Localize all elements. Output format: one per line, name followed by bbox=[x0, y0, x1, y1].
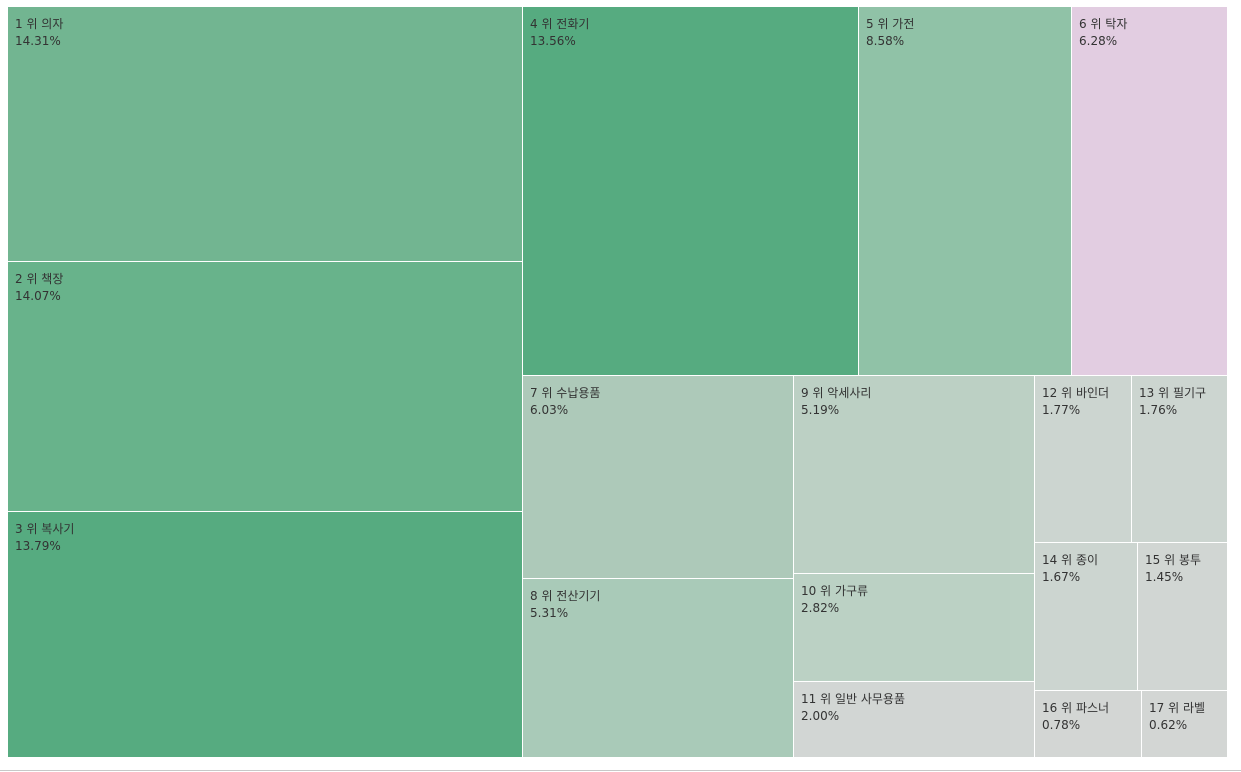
treemap-tile[interactable]: 15 위 봉투 1.45% bbox=[1138, 543, 1228, 691]
tile-label: 12 위 바인더 1.77% bbox=[1042, 385, 1109, 419]
tile-label: 14 위 종이 1.67% bbox=[1042, 552, 1098, 586]
tile-category-label: 6 위 탁자 bbox=[1079, 17, 1128, 31]
tile-label: 2 위 책장 14.07% bbox=[15, 271, 63, 305]
tile-label: 17 위 라벨 0.62% bbox=[1149, 700, 1205, 734]
tile-value-label: 1.76% bbox=[1139, 403, 1178, 417]
tile-value-label: 14.31% bbox=[15, 34, 61, 48]
treemap-tile[interactable]: 8 위 전산기기 5.31% bbox=[523, 579, 794, 758]
treemap-tile[interactable]: 16 위 파스너 0.78% bbox=[1035, 691, 1142, 758]
tile-value-label: 5.31% bbox=[530, 606, 569, 620]
treemap-tile[interactable]: 5 위 가전 8.58% bbox=[859, 7, 1072, 376]
tile-label: 10 위 가구류 2.82% bbox=[801, 583, 868, 617]
tile-category-label: 10 위 가구류 bbox=[801, 584, 869, 598]
treemap-tile[interactable]: 12 위 바인더 1.77% bbox=[1035, 376, 1132, 543]
tile-label: 8 위 전산기기 5.31% bbox=[530, 588, 600, 622]
tile-label: 1 위 의자 14.31% bbox=[15, 16, 63, 50]
tile-value-label: 13.79% bbox=[15, 539, 61, 553]
tile-category-label: 4 위 전화기 bbox=[530, 17, 590, 31]
treemap-tile[interactable]: 4 위 전화기 13.56% bbox=[523, 7, 859, 376]
tile-category-label: 8 위 전산기기 bbox=[530, 589, 601, 603]
tile-value-label: 0.78% bbox=[1042, 718, 1081, 732]
tile-value-label: 2.00% bbox=[801, 709, 840, 723]
tile-value-label: 6.03% bbox=[530, 403, 569, 417]
treemap-tile[interactable]: 1 위 의자 14.31% bbox=[8, 7, 523, 262]
tile-category-label: 15 위 봉투 bbox=[1145, 553, 1202, 567]
tile-label: 7 위 수납용품 6.03% bbox=[530, 385, 600, 419]
tile-label: 13 위 필기구 1.76% bbox=[1139, 385, 1206, 419]
treemap-tile[interactable]: 13 위 필기구 1.76% bbox=[1132, 376, 1228, 543]
tile-category-label: 3 위 복사기 bbox=[15, 522, 75, 536]
treemap-tile[interactable]: 14 위 종이 1.67% bbox=[1035, 543, 1138, 691]
treemap-tile[interactable]: 10 위 가구류 2.82% bbox=[794, 574, 1035, 682]
tile-category-label: 12 위 바인더 bbox=[1042, 386, 1110, 400]
tile-value-label: 1.77% bbox=[1042, 403, 1081, 417]
tile-value-label: 5.19% bbox=[801, 403, 840, 417]
tile-category-label: 16 위 파스너 bbox=[1042, 701, 1110, 715]
tile-value-label: 14.07% bbox=[15, 289, 61, 303]
treemap-tile[interactable]: 2 위 책장 14.07% bbox=[8, 262, 523, 512]
tile-label: 3 위 복사기 13.79% bbox=[15, 521, 74, 555]
tile-value-label: 8.58% bbox=[866, 34, 905, 48]
tile-value-label: 13.56% bbox=[530, 34, 576, 48]
tile-category-label: 9 위 악세사리 bbox=[801, 386, 872, 400]
tile-category-label: 13 위 필기구 bbox=[1139, 386, 1207, 400]
tile-category-label: 1 위 의자 bbox=[15, 17, 64, 31]
tile-label: 9 위 악세사리 5.19% bbox=[801, 385, 871, 419]
tile-category-label: 11 위 일반 사무용품 bbox=[801, 692, 905, 706]
tile-category-label: 17 위 라벨 bbox=[1149, 701, 1206, 715]
tile-value-label: 2.82% bbox=[801, 601, 840, 615]
tile-value-label: 6.28% bbox=[1079, 34, 1118, 48]
treemap-tile[interactable]: 7 위 수납용품 6.03% bbox=[523, 376, 794, 579]
treemap-tile[interactable]: 9 위 악세사리 5.19% bbox=[794, 376, 1035, 574]
tile-category-label: 7 위 수납용품 bbox=[530, 386, 601, 400]
tile-label: 4 위 전화기 13.56% bbox=[530, 16, 589, 50]
treemap-tile[interactable]: 17 위 라벨 0.62% bbox=[1142, 691, 1228, 758]
tile-category-label: 5 위 가전 bbox=[866, 17, 915, 31]
tile-category-label: 2 위 책장 bbox=[15, 272, 64, 286]
tile-label: 11 위 일반 사무용품 2.00% bbox=[801, 691, 905, 725]
tile-value-label: 1.67% bbox=[1042, 570, 1081, 584]
treemap-tile[interactable]: 3 위 복사기 13.79% bbox=[8, 512, 523, 758]
tile-label: 6 위 탁자 6.28% bbox=[1079, 16, 1127, 50]
bottom-divider bbox=[0, 770, 1241, 771]
tile-label: 16 위 파스너 0.78% bbox=[1042, 700, 1109, 734]
tile-value-label: 1.45% bbox=[1145, 570, 1184, 584]
tile-label: 5 위 가전 8.58% bbox=[866, 16, 914, 50]
tile-value-label: 0.62% bbox=[1149, 718, 1188, 732]
tile-label: 15 위 봉투 1.45% bbox=[1145, 552, 1201, 586]
tile-category-label: 14 위 종이 bbox=[1042, 553, 1099, 567]
treemap-tile[interactable]: 11 위 일반 사무용품 2.00% bbox=[794, 682, 1035, 758]
treemap-tile[interactable]: 6 위 탁자 6.28% bbox=[1072, 7, 1228, 376]
